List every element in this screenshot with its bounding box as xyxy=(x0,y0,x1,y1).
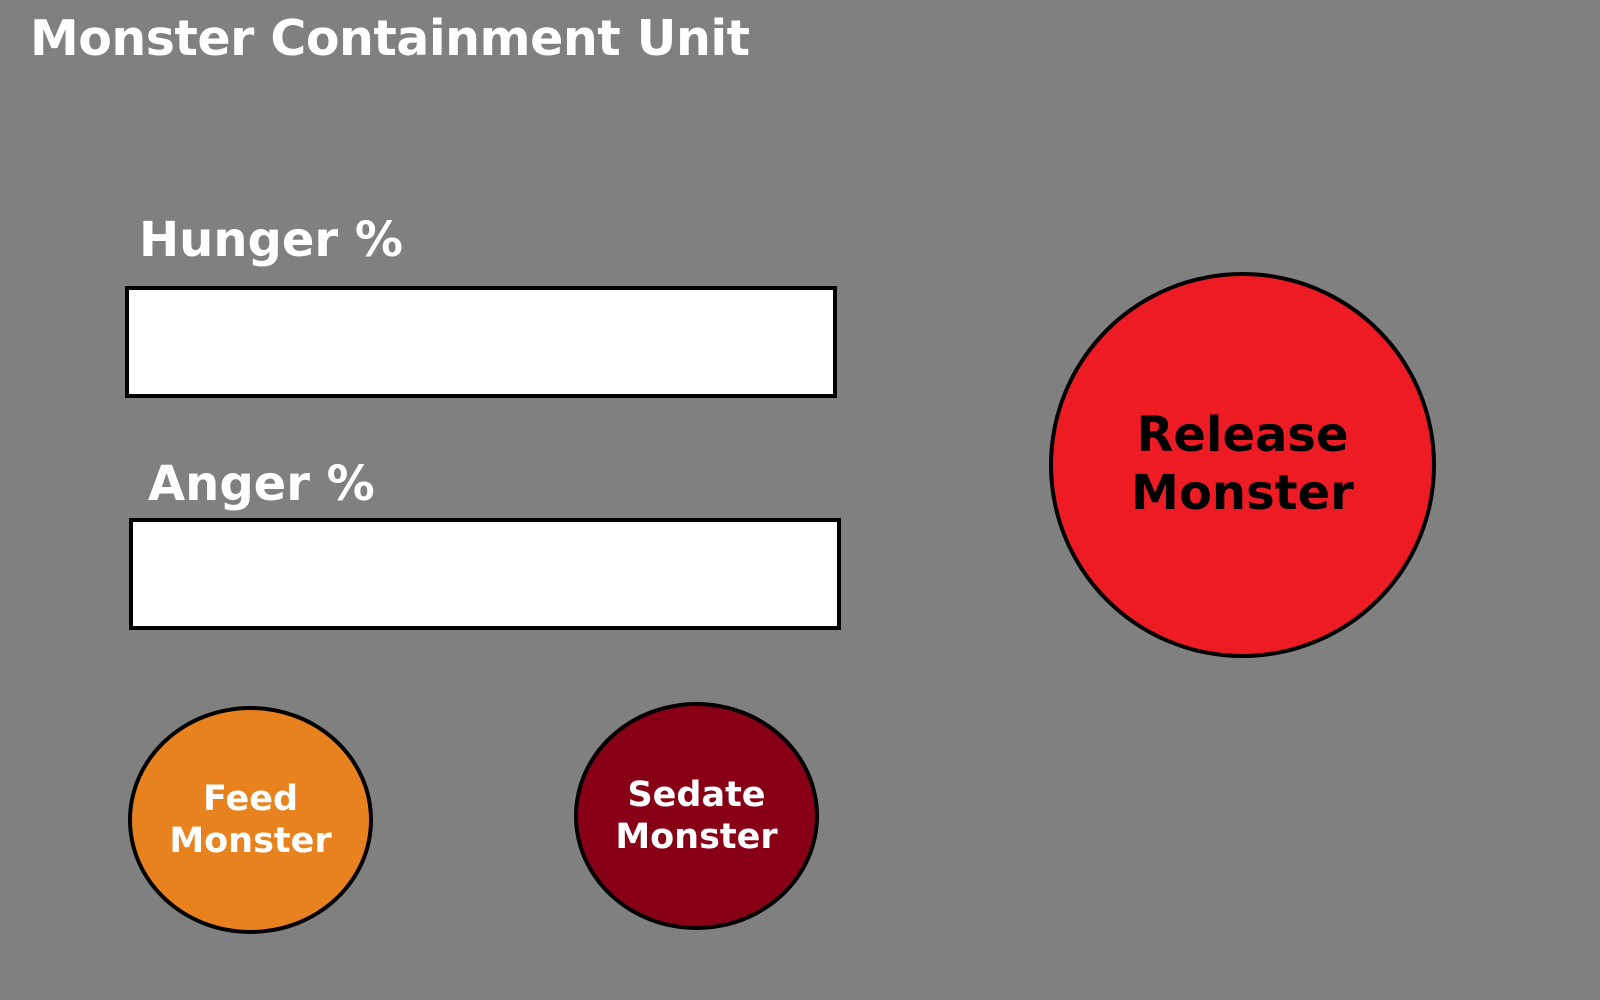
anger-meter xyxy=(129,518,841,630)
sedate-button-label-line2: Monster xyxy=(615,817,778,857)
anger-label: Anger % xyxy=(148,456,375,512)
sedate-monster-button[interactable]: Sedate Monster xyxy=(574,702,819,930)
sedate-button-label-line1: Sedate xyxy=(627,775,766,815)
hunger-label: Hunger % xyxy=(139,212,403,268)
release-button-label-line1: Release xyxy=(1136,407,1349,464)
app-title: Monster Containment Unit xyxy=(30,10,750,67)
hunger-meter xyxy=(125,286,837,398)
feed-monster-button[interactable]: Feed Monster xyxy=(128,706,373,934)
release-monster-button[interactable]: Release Monster xyxy=(1049,272,1436,658)
feed-button-label-line1: Feed xyxy=(202,779,299,819)
release-button-label-line2: Monster xyxy=(1131,465,1354,521)
feed-button-label-line2: Monster xyxy=(169,821,332,861)
